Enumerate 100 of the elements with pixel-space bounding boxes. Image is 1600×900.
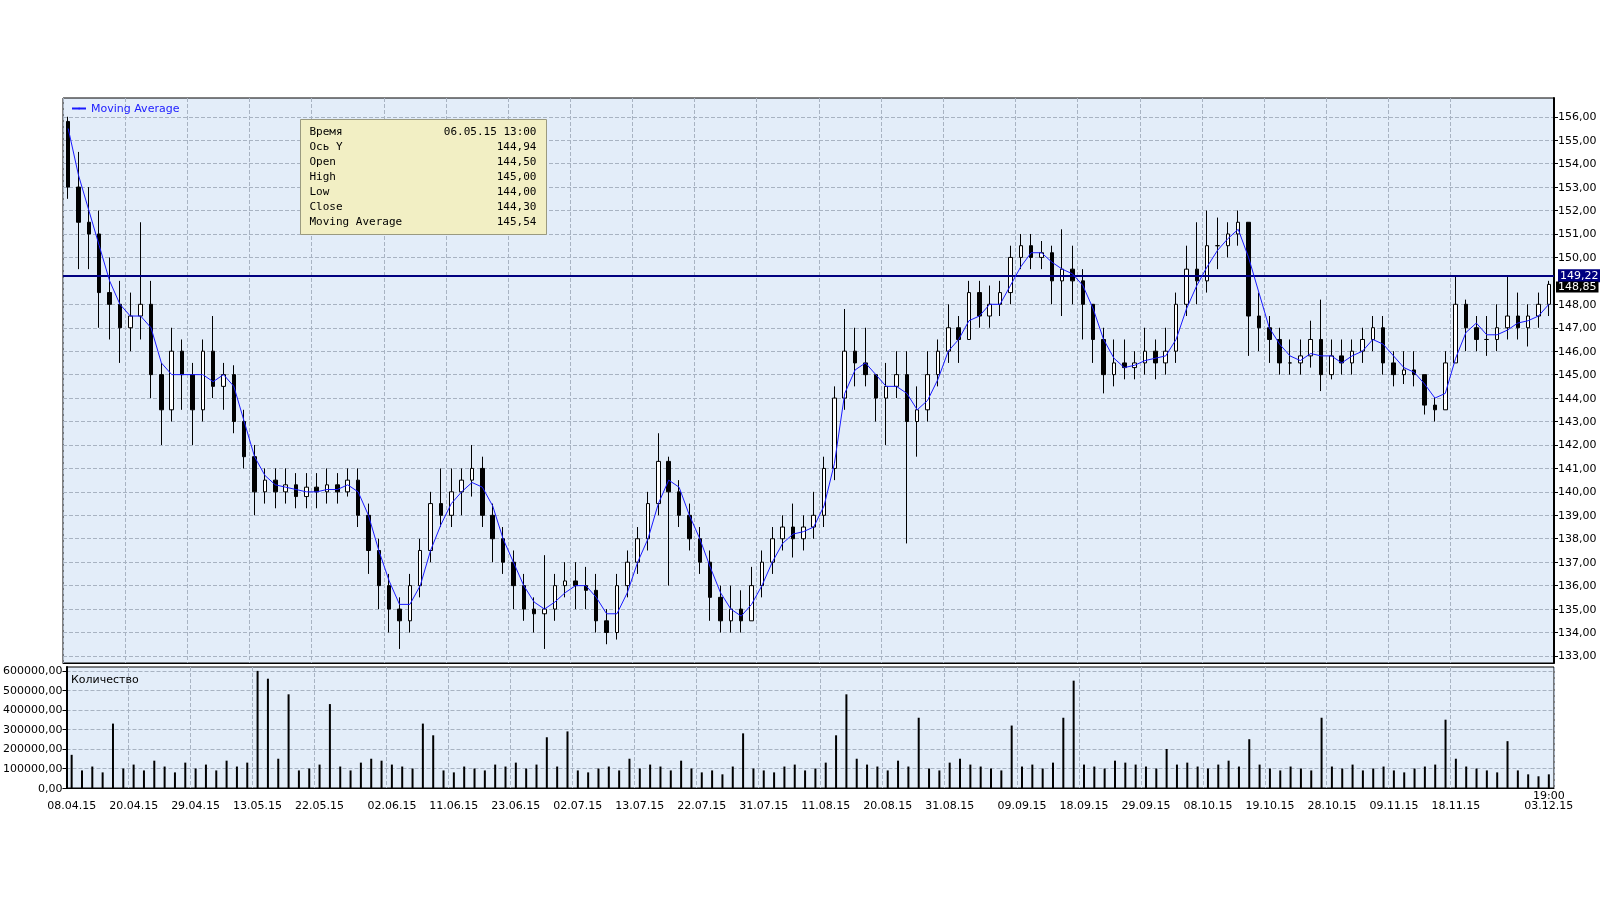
candlestick <box>325 467 329 505</box>
legend-label: Moving Average <box>91 102 180 115</box>
candlestick <box>1319 299 1323 392</box>
candlestick <box>294 472 298 509</box>
x-tick-label: 29.04.15 <box>171 799 221 812</box>
annotation: Время <box>309 124 343 138</box>
candlestick <box>729 585 733 634</box>
y-tick-label: 156,00 <box>1558 110 1597 124</box>
candlestick <box>1205 210 1209 294</box>
y-tick-label: 139,00 <box>1558 508 1597 522</box>
y-tick-label: 137,00 <box>1558 555 1597 569</box>
candlestick <box>138 221 143 340</box>
x-tick-label: 09.09.15 <box>997 799 1047 812</box>
candlestick <box>1402 350 1406 385</box>
annotation: 145,54 <box>496 214 537 228</box>
x-tick-label: 23.06.15 <box>491 799 541 812</box>
candlestick <box>1091 303 1095 364</box>
candlestick <box>801 514 806 551</box>
candlestick <box>211 315 215 399</box>
y-tick-label: 154,00 <box>1558 157 1597 171</box>
candlestick <box>428 491 433 563</box>
candlestick <box>1443 350 1448 411</box>
annotation: 144,94 <box>496 139 537 153</box>
candlestick <box>594 573 598 634</box>
candlestick <box>449 467 454 528</box>
annotation: Moving Average <box>309 214 403 228</box>
candlestick <box>273 467 278 509</box>
candlestick <box>1547 280 1551 317</box>
candlestick <box>118 280 122 364</box>
candlestick <box>1277 327 1282 376</box>
x-tick-label: 31.08.15 <box>925 799 975 812</box>
annotation: 144,50 <box>496 154 537 168</box>
candlestick <box>532 596 536 634</box>
candlestick <box>522 573 526 622</box>
candlestick <box>563 561 567 598</box>
candlestick <box>1050 245 1054 305</box>
x-tick-label: 18.09.15 <box>1059 799 1109 812</box>
ref-line-label: 149,22 <box>1560 269 1599 283</box>
candlestick <box>1371 315 1375 352</box>
candlestick <box>180 338 184 411</box>
candlestick <box>677 479 681 528</box>
y-tick-label: 147,00 <box>1558 321 1597 335</box>
candlestick <box>1257 292 1261 352</box>
text: 19:00 <box>1532 789 1565 802</box>
x-tick-label: 28.10.15 <box>1307 799 1357 812</box>
candlestick <box>1329 338 1334 380</box>
candlestick <box>687 503 692 551</box>
y-tick-label: 100000,00 <box>2 761 63 775</box>
candlestick <box>1267 315 1272 364</box>
candlestick <box>936 338 940 387</box>
candlestick <box>604 608 609 645</box>
candlestick <box>1174 292 1178 364</box>
candlestick <box>128 292 133 352</box>
candlestick <box>987 285 992 329</box>
candlestick <box>356 467 360 528</box>
candlestick <box>232 364 236 434</box>
candlestick <box>1246 221 1251 357</box>
annotation: 144,00 <box>496 184 537 198</box>
candlestick <box>314 472 319 509</box>
candlestick <box>263 467 267 505</box>
y-tick-label: 600000,00 <box>2 664 63 678</box>
candlestick <box>1350 338 1354 376</box>
x-tick-label: 29.09.15 <box>1121 799 1171 812</box>
candlestick <box>1495 303 1499 352</box>
y-tick-label: 144,00 <box>1558 391 1597 405</box>
candlestick <box>1464 299 1468 352</box>
candlestick <box>1195 221 1199 305</box>
y-tick-label: 145,00 <box>1558 368 1597 382</box>
x-tick-label: 13.05.15 <box>233 799 283 812</box>
candlestick <box>149 280 153 399</box>
y-tick-label: 143,00 <box>1558 415 1597 429</box>
annotation: 06.05.15 13:00 <box>443 124 537 138</box>
candlestick <box>1101 327 1106 394</box>
candlestick <box>1112 338 1116 387</box>
candlestick <box>915 385 919 458</box>
candlestick <box>1526 303 1530 348</box>
candlestick <box>811 491 816 540</box>
candlestick <box>76 151 81 270</box>
candlestick <box>1308 320 1313 369</box>
candlestick <box>967 280 971 340</box>
candlestick <box>1474 315 1479 352</box>
x-tick-label: 09.11.15 <box>1369 799 1419 812</box>
y-tick-label: 200000,00 <box>2 742 63 756</box>
candlestick <box>1081 268 1085 340</box>
candlestick <box>242 409 246 469</box>
candlestick <box>956 315 961 364</box>
candlestick <box>646 491 650 551</box>
candlestick <box>1484 315 1489 357</box>
candlestick <box>842 308 847 411</box>
candlestick <box>418 538 422 598</box>
candlestick <box>553 573 557 622</box>
annotation: High <box>309 169 336 183</box>
y-tick-label: 152,00 <box>1558 204 1597 218</box>
candlestick <box>625 549 630 598</box>
candlestick <box>635 526 640 575</box>
y-tick-label: 142,00 <box>1558 438 1597 452</box>
y-tick-label: 134,00 <box>1558 626 1597 640</box>
y-tick-label: 300000,00 <box>2 722 63 736</box>
x-tick-label: 19.10.15 <box>1245 799 1295 812</box>
y-tick-label: 153,00 <box>1558 180 1597 194</box>
